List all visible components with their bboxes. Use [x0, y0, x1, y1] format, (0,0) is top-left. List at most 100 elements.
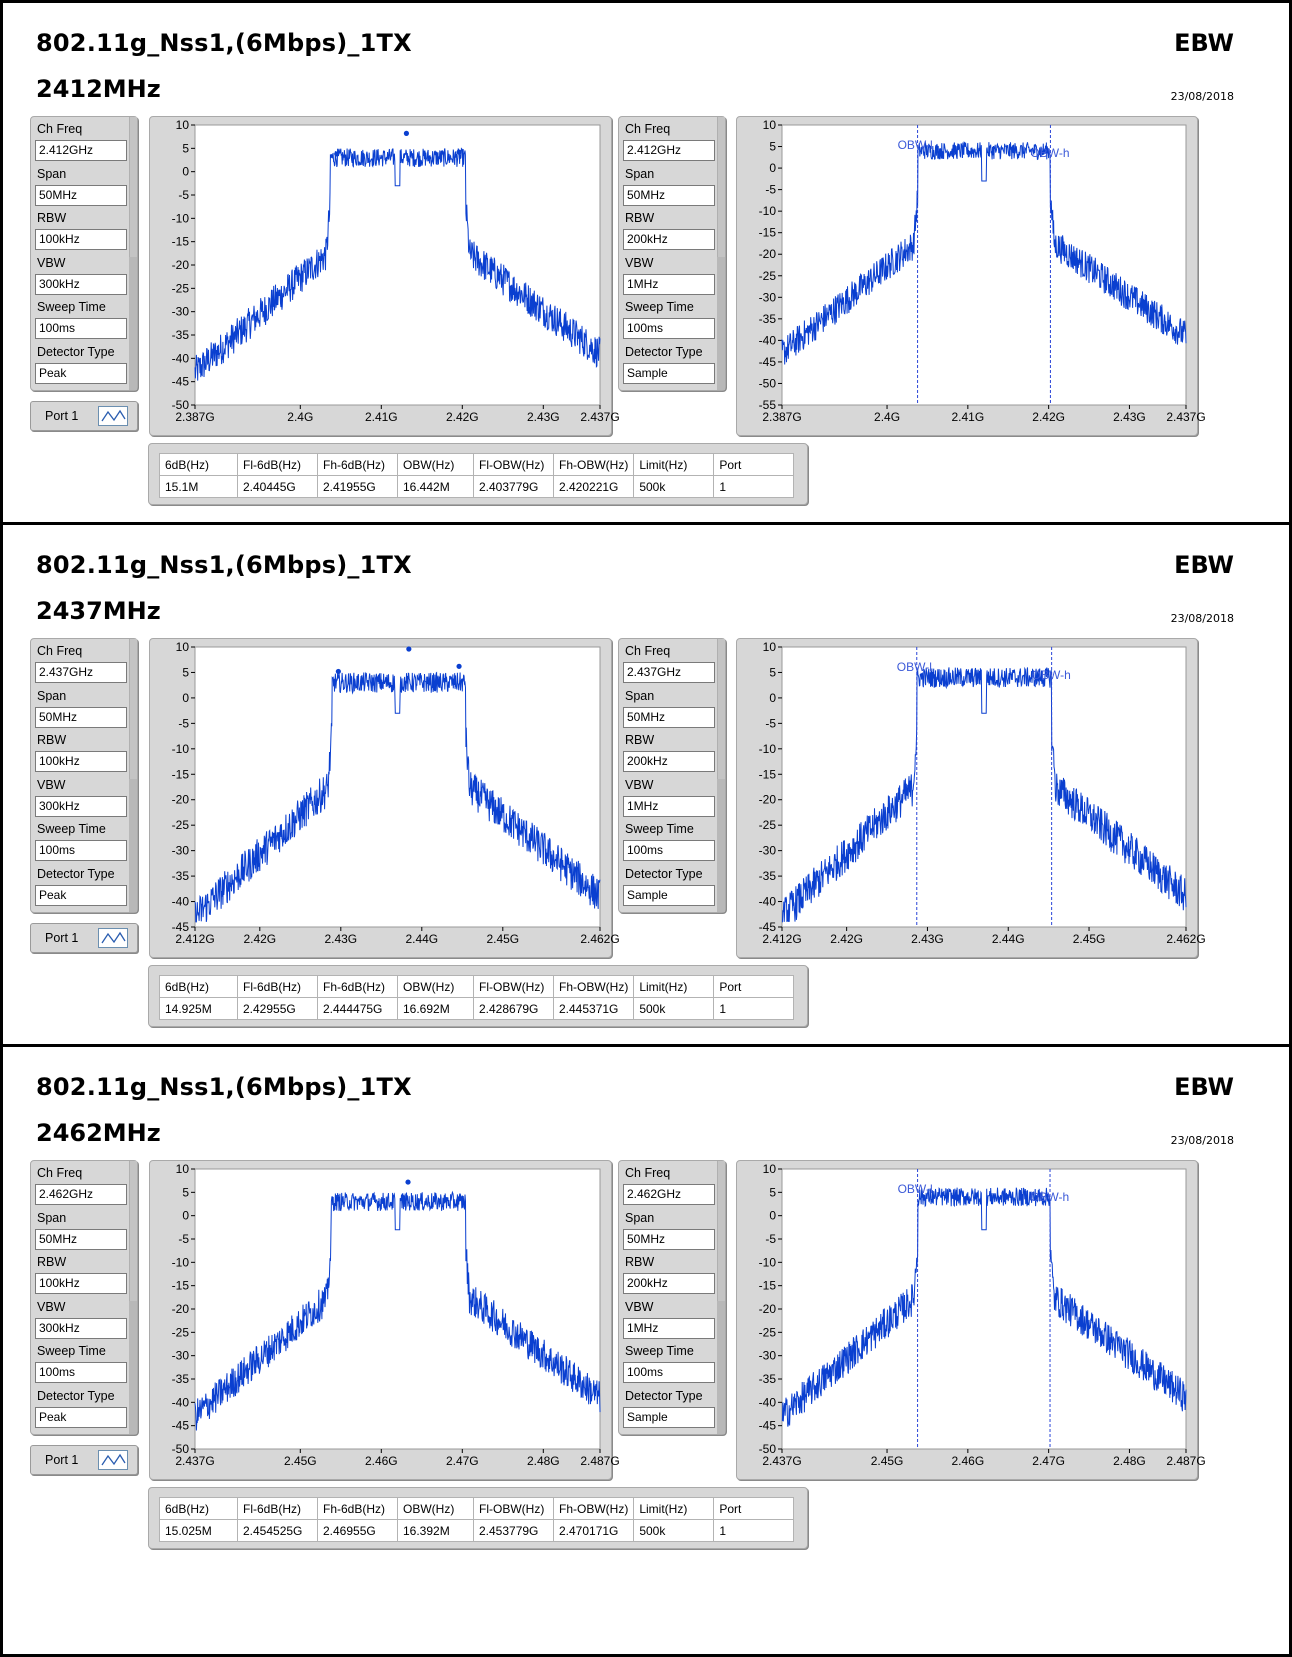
setting-value-field[interactable]: Peak	[35, 1407, 127, 1428]
setting-value-field[interactable]: 100kHz	[35, 229, 127, 251]
left-settings-panel: Ch Freq 2.412GHz Span 50MHz RBW 100kHz VBW 300k…	[30, 116, 138, 391]
setting-value-field[interactable]: 200kHz	[623, 1273, 715, 1295]
setting-value-field[interactable]: 50MHz	[623, 184, 715, 206]
table-cell[interactable]: 500k	[633, 475, 715, 498]
y-tick-label: -35	[759, 312, 777, 326]
setting-value-field[interactable]: Sample	[623, 363, 715, 384]
port-label: Port 1	[45, 1453, 79, 1467]
port-selector[interactable]: Port 1	[30, 923, 138, 953]
peak-marker	[403, 130, 410, 136]
setting-value-field[interactable]: 100ms	[623, 840, 715, 862]
table-cell[interactable]: 2.445371G	[552, 997, 635, 1020]
table-cell[interactable]: 14.925M	[159, 997, 238, 1020]
y-tick-label: -5	[178, 1232, 189, 1246]
setting-value-field[interactable]: Peak	[35, 885, 127, 906]
y-tick-label: -15	[759, 767, 777, 781]
setting-value-field[interactable]: 50MHz	[35, 184, 127, 206]
setting-value-field[interactable]: 300kHz	[35, 1317, 127, 1339]
x-tick-label: 2.47G	[446, 1454, 479, 1468]
table-header-cell: Fh-OBW(Hz)	[552, 975, 635, 998]
table-cell[interactable]: 1	[713, 997, 795, 1020]
x-tick-label: 2.44G	[992, 932, 1025, 946]
table-cell[interactable]: 2.46955G	[317, 1519, 398, 1542]
setting-value-field[interactable]: Sample	[623, 1407, 715, 1428]
panel-scroll-thumb[interactable]	[717, 779, 725, 912]
setting-value-field[interactable]: 100ms	[35, 840, 127, 862]
table-cell[interactable]: 500k	[633, 1519, 715, 1542]
setting-value-field[interactable]: 50MHz	[623, 706, 715, 728]
setting-value-field[interactable]: 1MHz	[623, 795, 715, 817]
y-tick-label: -30	[759, 1349, 777, 1363]
panel-scroll-thumb[interactable]	[717, 257, 725, 390]
setting-label: RBW	[37, 211, 67, 226]
table-cell[interactable]: 2.403779G	[473, 475, 554, 498]
table-cell[interactable]: 2.470171G	[552, 1519, 635, 1542]
table-cell[interactable]: 16.392M	[397, 1519, 474, 1542]
setting-value-field[interactable]: Peak	[35, 363, 127, 384]
x-tick-label: 2.46G	[365, 1454, 398, 1468]
table-cell[interactable]: 2.40445G	[237, 475, 318, 498]
table-cell[interactable]: 1	[713, 475, 795, 498]
table-cell[interactable]: 1	[713, 1519, 795, 1542]
setting-value-field[interactable]: 2.412GHz	[35, 140, 127, 161]
panel-scroll-thumb[interactable]	[129, 1301, 137, 1434]
table-cell[interactable]: 2.42955G	[237, 997, 318, 1020]
table-cell[interactable]: 2.428679G	[473, 997, 554, 1020]
setting-value-field[interactable]: 100ms	[35, 318, 127, 340]
table-cell[interactable]: 16.692M	[397, 997, 474, 1020]
setting-value-field[interactable]: 300kHz	[35, 795, 127, 817]
table-cell[interactable]: 16.442M	[397, 475, 474, 498]
setting-value-field[interactable]: 200kHz	[623, 751, 715, 773]
y-tick-label: -15	[172, 235, 190, 249]
results-table-panel: 6dB(Hz) Fl-6dB(Hz) Fh-6dB(Hz) OBW(Hz) Fl-OBW…	[148, 965, 808, 1027]
port-selector[interactable]: Port 1	[30, 1445, 138, 1475]
trace-style-icon[interactable]	[98, 1450, 128, 1470]
setting-value-field[interactable]: 100kHz	[35, 1273, 127, 1295]
setting-value-field[interactable]: 200kHz	[623, 229, 715, 251]
setting-value-field[interactable]: 100ms	[623, 1362, 715, 1384]
setting-value-field[interactable]: 2.462GHz	[623, 1184, 715, 1205]
x-tick-label: 2.47G	[1032, 1454, 1065, 1468]
setting-label: Detector Type	[37, 345, 115, 359]
setting-value-field[interactable]: 1MHz	[623, 273, 715, 295]
panel-scroll-thumb[interactable]	[129, 257, 137, 390]
setting-value-field[interactable]: 50MHz	[35, 1228, 127, 1250]
setting-label: VBW	[37, 1299, 66, 1314]
setting-value-field[interactable]: 2.437GHz	[35, 662, 127, 683]
obw-low-annotation: OBW-l	[897, 660, 932, 674]
table-cell[interactable]: 2.453779G	[473, 1519, 554, 1542]
port-selector[interactable]: Port 1	[30, 401, 138, 431]
setting-value-field[interactable]: Sample	[623, 885, 715, 906]
panel-scroll-thumb[interactable]	[717, 1301, 725, 1434]
test-section: 802.11g_Nss1,(6Mbps)_1TX 2462MHz EBW 23/08/…	[0, 1047, 1292, 1657]
table-cell[interactable]: 15.025M	[159, 1519, 238, 1542]
setting-value-field[interactable]: 100ms	[623, 318, 715, 340]
table-header-cell: 6dB(Hz)	[159, 453, 238, 476]
x-tick-label: 2.462G	[1166, 932, 1205, 946]
setting-value-field[interactable]: 100ms	[35, 1362, 127, 1384]
setting-value-field[interactable]: 300kHz	[35, 273, 127, 295]
setting-value-field[interactable]: 50MHz	[35, 706, 127, 728]
left-settings-panel: Ch Freq 2.462GHz Span 50MHz RBW 100kHz VBW 300k…	[30, 1160, 138, 1435]
trace-style-icon[interactable]	[98, 406, 128, 426]
setting-value-field[interactable]: 2.462GHz	[35, 1184, 127, 1205]
table-cell[interactable]: 2.41955G	[317, 475, 398, 498]
obw-low-annotation: OBW-l	[898, 138, 933, 152]
table-cell[interactable]: 2.444475G	[317, 997, 398, 1020]
setting-value-field[interactable]: 50MHz	[623, 1228, 715, 1250]
panel-scroll-thumb[interactable]	[129, 779, 137, 912]
table-cell[interactable]: 500k	[633, 997, 715, 1020]
table-cell[interactable]: 2.420221G	[552, 475, 635, 498]
setting-value-field[interactable]: 2.437GHz	[623, 662, 715, 683]
x-tick-label: 2.4G	[287, 410, 313, 424]
setting-value-field[interactable]: 100kHz	[35, 751, 127, 773]
peak-marker	[334, 151, 340, 157]
trace-style-icon[interactable]	[98, 928, 128, 948]
table-cell[interactable]: 15.1M	[159, 475, 238, 498]
setting-value-field[interactable]: 2.412GHz	[623, 140, 715, 161]
setting-value-field[interactable]: 1MHz	[623, 1317, 715, 1339]
section-title: 802.11g_Nss1,(6Mbps)_1TX	[36, 1073, 412, 1101]
table-cell[interactable]: 2.454525G	[237, 1519, 318, 1542]
test-section: 802.11g_Nss1,(6Mbps)_1TX 2437MHz EBW 23/08/…	[0, 525, 1292, 1047]
setting-label: Detector Type	[37, 1389, 115, 1403]
